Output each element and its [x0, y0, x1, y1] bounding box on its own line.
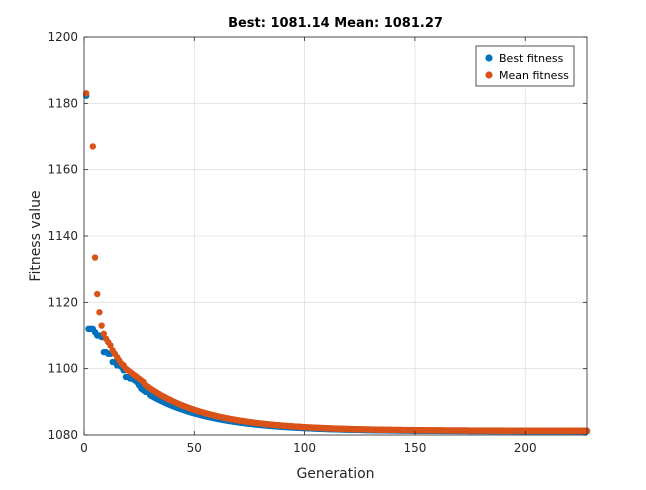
data-point — [98, 322, 105, 329]
x-tick-label: 50 — [187, 441, 202, 455]
legend: Best fitness Mean fitness — [475, 45, 575, 87]
data-point — [107, 342, 114, 349]
axis-ticks: 0 50 100 150 200 1080 1100 1120 1140 1160 1180 1200 — [47, 30, 587, 455]
data-point — [100, 330, 108, 338]
legend-box — [475, 45, 575, 87]
chart-title: Best: 1081.14 Mean: 1081.27 — [228, 16, 443, 31]
y-tick-label: 1160 — [47, 163, 78, 177]
y-tick-label: 1200 — [47, 30, 78, 44]
y-tick-label: 1100 — [47, 362, 78, 376]
data-point — [83, 90, 90, 97]
y-tick-label: 1140 — [47, 229, 78, 243]
data-point — [89, 143, 97, 150]
x-tick-label: 150 — [403, 441, 426, 455]
legend-marker-best — [485, 54, 493, 62]
series-mean-fitness — [83, 90, 591, 434]
x-axis-label: Generation — [296, 466, 374, 482]
legend-marker-mean — [485, 71, 493, 79]
y-axis-label: Fitness value — [28, 190, 44, 281]
data-point — [91, 254, 99, 261]
y-tick-label: 1120 — [47, 295, 78, 309]
y-tick-label: 1180 — [47, 96, 78, 110]
x-tick-label: 200 — [514, 441, 537, 455]
x-tick-label: 0 — [80, 441, 88, 455]
legend-label-mean: Mean fitness — [499, 69, 569, 82]
data-marks — [83, 90, 591, 435]
legend-label-best: Best fitness — [499, 52, 564, 65]
y-tick-label: 1080 — [47, 428, 78, 442]
data-point — [96, 309, 103, 316]
data-point — [94, 290, 101, 298]
x-tick-label: 100 — [293, 441, 316, 455]
